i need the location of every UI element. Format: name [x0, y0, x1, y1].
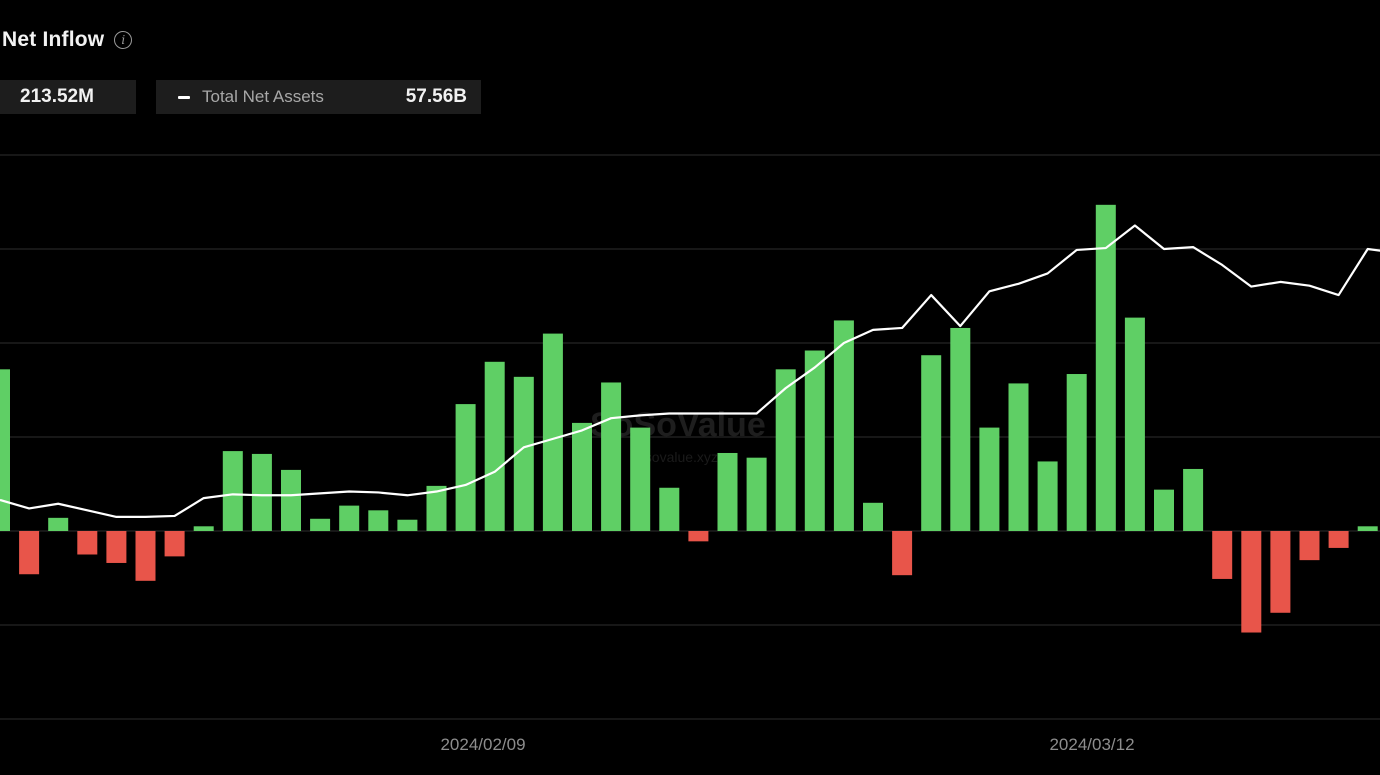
inflow-bar[interactable]: [222, 451, 243, 531]
inflow-bar[interactable]: [339, 505, 360, 531]
net-inflow-stat: 213.52M: [0, 80, 136, 114]
net-inflow-value: 213.52M: [20, 86, 94, 107]
inflow-bar[interactable]: [397, 519, 418, 531]
x-tick-label: 2024/03/12: [1049, 735, 1134, 754]
total-net-assets-label: Total Net Assets: [202, 87, 324, 106]
chart-header: Net Inflow i: [2, 28, 133, 52]
total-net-assets-value: 57.56B: [405, 86, 467, 107]
inflow-bar[interactable]: [484, 361, 505, 531]
grid: [0, 154, 1380, 720]
inflow-bar[interactable]: [1357, 526, 1378, 531]
inflow-bar[interactable]: [0, 369, 10, 531]
inflow-bar[interactable]: [601, 382, 622, 531]
inflow-bar[interactable]: [513, 376, 534, 531]
inflow-bar[interactable]: [1183, 468, 1204, 531]
inflow-bar[interactable]: [804, 350, 825, 531]
inflow-bar[interactable]: [1066, 374, 1087, 531]
inflow-bar[interactable]: [921, 355, 942, 531]
outflow-bar[interactable]: [688, 531, 709, 542]
x-tick-label: 2024/02/09: [440, 735, 525, 754]
x-axis: 2024/02/09 2024/03/12: [440, 735, 1134, 754]
inflow-bar[interactable]: [281, 469, 301, 531]
inflow-bar[interactable]: [572, 422, 592, 531]
inflow-bar[interactable]: [833, 320, 854, 531]
inflow-bar[interactable]: [1008, 383, 1029, 531]
inflow-bar[interactable]: [950, 327, 971, 531]
inflow-bar[interactable]: [775, 369, 796, 531]
inflow-bar[interactable]: [630, 427, 651, 531]
line-legend-icon: [178, 95, 190, 99]
inflow-bar[interactable]: [1095, 204, 1116, 531]
watermark-subtext: sosovalue.xyz: [630, 449, 718, 465]
inflow-bar[interactable]: [310, 518, 331, 531]
inflow-bar[interactable]: [542, 333, 563, 531]
total-net-assets-stat[interactable]: Total Net Assets 57.56B: [156, 80, 481, 114]
outflow-bar[interactable]: [1299, 531, 1320, 561]
outflow-bar[interactable]: [19, 531, 40, 575]
inflow-bar[interactable]: [1154, 489, 1174, 531]
inflow-bar[interactable]: [251, 453, 272, 531]
outflow-bar[interactable]: [1270, 531, 1291, 613]
inflow-bar[interactable]: [1124, 317, 1145, 531]
total-net-assets-line[interactable]: [0, 224, 1380, 519]
info-icon[interactable]: i: [114, 31, 133, 49]
outflow-bar[interactable]: [135, 531, 156, 581]
outflow-bar[interactable]: [1241, 531, 1262, 633]
inflow-bar[interactable]: [979, 427, 1000, 531]
inflow-bars: [0, 204, 1378, 633]
inflow-bar[interactable]: [193, 526, 214, 531]
outflow-bar[interactable]: [1212, 531, 1233, 579]
inflow-bar[interactable]: [746, 457, 767, 531]
inflow-bar[interactable]: [368, 510, 389, 531]
chart-title: Net Inflow: [2, 28, 105, 51]
outflow-bar[interactable]: [106, 531, 127, 563]
outflow-bar[interactable]: [1328, 531, 1349, 548]
inflow-bar[interactable]: [1037, 461, 1058, 531]
inflow-bar[interactable]: [48, 517, 69, 531]
total-net-assets-legend: Total Net Assets: [178, 87, 324, 107]
outflow-bar[interactable]: [164, 531, 185, 557]
inflow-bar[interactable]: [717, 452, 738, 531]
outflow-bar[interactable]: [892, 531, 913, 576]
inflow-bar[interactable]: [863, 502, 883, 531]
inflow-bar[interactable]: [455, 404, 476, 531]
outflow-bar[interactable]: [77, 531, 98, 555]
total-assets-line: [0, 224, 1380, 519]
inflow-bar[interactable]: [426, 485, 447, 531]
inflow-bar[interactable]: [659, 487, 680, 531]
